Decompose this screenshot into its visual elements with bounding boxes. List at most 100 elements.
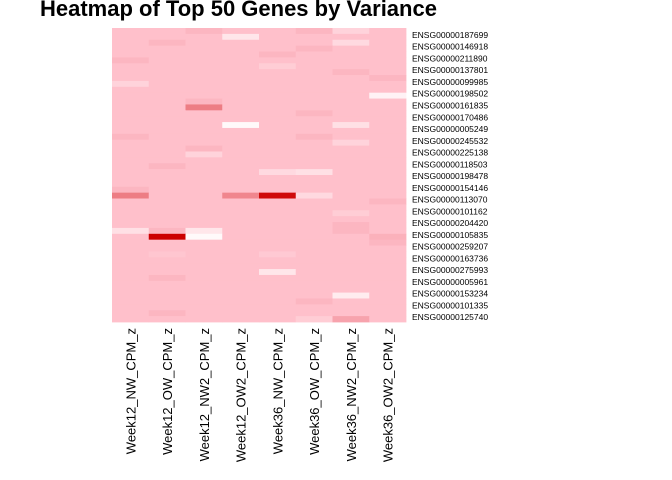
heatmap-cell — [332, 28, 370, 35]
heatmap-cell — [148, 210, 186, 217]
heatmap-cell — [148, 286, 186, 293]
heatmap-cell — [259, 80, 297, 88]
row-label: ENSG00000211890 — [412, 53, 488, 63]
row-label: ENSG00000275993 — [412, 265, 488, 275]
heatmap-cell — [222, 122, 260, 129]
row-label: ENSG00000170486 — [412, 112, 488, 122]
heatmap-cell — [112, 163, 150, 170]
heatmap-cell — [112, 157, 150, 164]
heatmap-cell — [295, 204, 333, 211]
heatmap-cell — [185, 198, 223, 205]
heatmap-cell — [295, 263, 333, 270]
heatmap-cell — [185, 298, 223, 305]
heatmap-cell — [148, 233, 186, 241]
heatmap-cell — [332, 157, 370, 164]
heatmap-cell — [259, 233, 297, 241]
heatmap-cell — [185, 286, 223, 293]
row-label: ENSG00000118503 — [412, 159, 488, 169]
heatmap-cell — [148, 28, 186, 35]
heatmap-cell — [259, 239, 297, 246]
heatmap-cell — [369, 304, 407, 311]
heatmap-cell — [332, 45, 370, 52]
heatmap-cell — [222, 33, 260, 41]
heatmap-cell — [369, 227, 407, 235]
heatmap-cell — [222, 80, 260, 88]
row-label: ENSG00000137801 — [412, 65, 488, 75]
heatmap-cell — [369, 80, 407, 88]
heatmap-cell — [369, 216, 407, 223]
heatmap-cell — [185, 86, 223, 94]
heatmap-cell — [369, 122, 407, 129]
heatmap-cell — [222, 157, 260, 164]
heatmap-cell — [222, 151, 260, 158]
heatmap-cell — [222, 145, 260, 152]
heatmap-cell — [295, 163, 333, 170]
heatmap-cell — [332, 304, 370, 311]
heatmap-cell — [222, 204, 260, 211]
heatmap-cell — [259, 139, 297, 146]
heatmap-cell — [148, 86, 186, 94]
heatmap-cell — [332, 192, 370, 199]
heatmap-cell — [332, 69, 370, 76]
heatmap-cell — [148, 151, 186, 158]
heatmap-cell — [222, 310, 260, 317]
heatmap-cell — [332, 145, 370, 152]
heatmap-cell — [222, 245, 260, 252]
heatmap-cell — [295, 133, 333, 141]
heatmap-cell — [369, 210, 407, 217]
heatmap-cell — [185, 227, 223, 235]
heatmap-cell — [148, 192, 186, 199]
heatmap-cell — [112, 227, 150, 235]
heatmap-cell — [222, 133, 260, 141]
heatmap-cell — [295, 304, 333, 311]
heatmap-cell — [295, 210, 333, 217]
heatmap-cell — [148, 186, 186, 194]
heatmap-cell — [185, 216, 223, 223]
heatmap-cell — [369, 45, 407, 52]
heatmap-cell — [222, 57, 260, 64]
heatmap-cell — [185, 304, 223, 311]
heatmap-cell — [259, 257, 297, 264]
heatmap-cell — [295, 298, 333, 305]
heatmap-cell — [222, 263, 260, 270]
heatmap-cell — [148, 274, 186, 282]
heatmap-cell — [259, 133, 297, 141]
heatmap-cell — [185, 116, 223, 123]
heatmap-cell — [185, 192, 223, 199]
heatmap-cell — [332, 104, 370, 111]
heatmap-cell — [295, 280, 333, 288]
heatmap-cell — [185, 51, 223, 58]
heatmap-cell — [112, 192, 150, 199]
heatmap-cell — [112, 33, 150, 41]
heatmap-cell — [148, 316, 186, 323]
heatmap-cell — [332, 98, 370, 105]
heatmap-cell — [148, 45, 186, 52]
heatmap-cell — [259, 227, 297, 235]
row-label: ENSG00000005249 — [412, 124, 488, 134]
heatmap-cell — [112, 222, 150, 229]
heatmap-cell — [295, 227, 333, 235]
heatmap-cell — [259, 57, 297, 64]
heatmap-cell — [295, 51, 333, 58]
heatmap-cell — [259, 104, 297, 111]
heatmap-cell — [222, 192, 260, 199]
heatmap-cell — [259, 169, 297, 176]
heatmap-cell — [259, 180, 297, 188]
heatmap-cell — [148, 263, 186, 270]
heatmap-cell — [112, 122, 150, 129]
heatmap-cell — [332, 139, 370, 146]
heatmap-cell — [369, 274, 407, 282]
heatmap-cell — [185, 163, 223, 170]
heatmap-cell — [369, 251, 407, 258]
heatmap-cell — [222, 316, 260, 323]
heatmap-cell — [369, 39, 407, 47]
heatmap-cell — [222, 251, 260, 258]
heatmap-cell — [259, 186, 297, 194]
heatmap-cell — [222, 51, 260, 58]
row-label: ENSG00000154146 — [412, 183, 488, 193]
heatmap-cell — [259, 127, 297, 135]
heatmap-cell — [332, 33, 370, 41]
heatmap-cell — [332, 227, 370, 235]
heatmap-cell — [222, 304, 260, 311]
